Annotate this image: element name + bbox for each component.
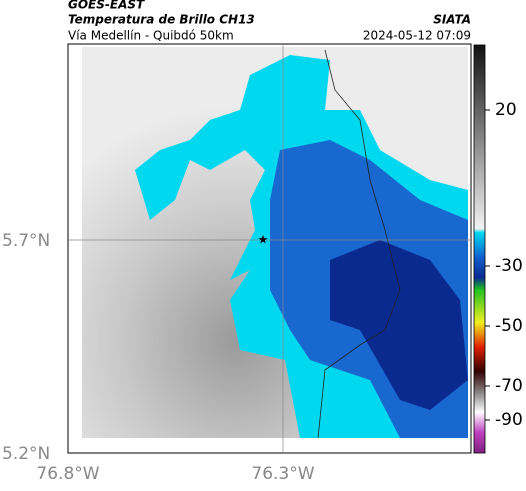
source: GOES-EAST [68, 0, 145, 12]
credit: SIATA [433, 13, 471, 27]
lat-label: 5.7°N [2, 231, 50, 251]
lon-label: 76.8°W [36, 464, 99, 484]
colorbar [473, 44, 486, 454]
lat-label: 5.2°N [2, 444, 50, 464]
border [317, 49, 401, 439]
datetime: 2024-05-12 07:09 [363, 29, 471, 43]
colorbar-tick-label: -90 [495, 410, 523, 430]
cloud-dark [330, 240, 468, 410]
subtitle: Vía Medellín - Quibdó 50km [68, 29, 234, 43]
colorbar-ticks: 20 -30 -50 -70 -90 [485, 100, 523, 430]
colorbar-tick-label: -30 [495, 256, 523, 276]
title: Temperatura de Brillo CH13 [68, 13, 255, 27]
colorbar-tick-label: 20 [495, 100, 517, 120]
colorbar-tick-label: -70 [495, 376, 523, 396]
lon-label: 76.3°W [251, 464, 314, 484]
colorbar-tick-label: -50 [495, 316, 523, 336]
star-marker: ★ [258, 233, 269, 247]
